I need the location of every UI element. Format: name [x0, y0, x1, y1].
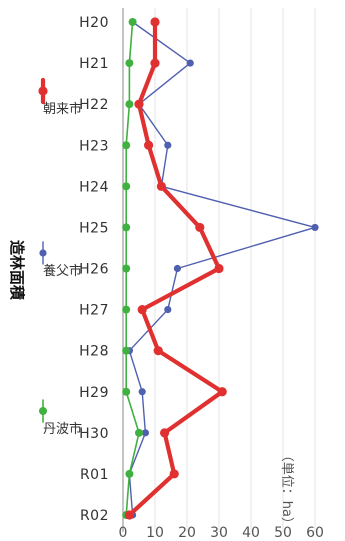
data-point	[150, 58, 160, 68]
x-tick-label: H29	[79, 385, 109, 401]
unit-label: （単位：ha）	[279, 449, 295, 530]
data-point	[141, 429, 149, 437]
data-point	[311, 223, 319, 232]
x-tick-labels: H20 H21 H22 H23 H24 H25 H26 H27 H28 H29 H30 R01 R02	[79, 15, 109, 524]
data-point	[122, 387, 131, 396]
legend-marker	[39, 407, 47, 415]
x-tick-label: H22	[79, 97, 109, 113]
data-point	[173, 264, 181, 273]
series-layer	[122, 17, 319, 520]
data-point	[125, 100, 134, 109]
data-point	[122, 182, 131, 191]
x-tick-label: H25	[79, 220, 109, 236]
y-tick-label: 20	[178, 525, 196, 541]
data-point	[124, 510, 134, 520]
data-point	[153, 346, 163, 356]
data-point	[122, 305, 131, 314]
legend-label: 養父市	[43, 263, 82, 279]
data-point	[135, 428, 143, 437]
x-tick-label: H21	[79, 56, 109, 72]
x-tick-label: H27	[79, 303, 109, 319]
data-point	[186, 59, 194, 67]
data-point	[156, 181, 166, 191]
x-tick-label: H30	[79, 426, 109, 442]
grid-layer	[122, 8, 316, 532]
y-tick-label: 30	[210, 525, 228, 541]
y-tick-label: 40	[242, 525, 260, 541]
y-tick-label: 10	[146, 525, 164, 541]
data-point	[122, 141, 131, 150]
series-0	[124, 17, 227, 520]
series-2	[122, 18, 143, 519]
x-tick-label: H23	[79, 138, 109, 154]
x-tick-label: H20	[79, 15, 109, 31]
data-point	[195, 222, 205, 233]
data-point	[122, 223, 131, 232]
data-point	[125, 59, 134, 68]
data-point	[122, 264, 131, 273]
data-point	[160, 428, 170, 438]
x-tick-label: H24	[79, 179, 109, 195]
x-tick-label: H28	[79, 344, 109, 360]
legend-item-2: 丹波市	[39, 399, 82, 437]
data-point	[214, 263, 224, 274]
x-tick-label: R01	[80, 467, 109, 483]
data-point	[144, 140, 154, 150]
legend-label: 丹波市	[43, 421, 82, 437]
y-tick-labels: 0 10 20 30 40 50 60	[119, 525, 324, 541]
data-point	[150, 17, 160, 27]
data-point	[125, 469, 134, 478]
data-point	[128, 18, 137, 26]
chart-title: 造林面積	[8, 240, 26, 301]
data-point	[217, 387, 227, 397]
legend-marker	[39, 249, 47, 257]
data-point	[134, 99, 144, 109]
data-point	[138, 388, 146, 396]
data-point	[164, 141, 172, 149]
y-tick-label: 60	[306, 525, 324, 541]
legend-item-0: 朝来市	[38, 77, 82, 117]
legend-label: 朝来市	[43, 101, 82, 117]
legend-item-1: 養父市	[39, 241, 82, 279]
data-point	[137, 304, 147, 315]
data-point	[169, 469, 179, 479]
data-point	[122, 346, 131, 355]
y-tick-label: 50	[274, 525, 292, 541]
x-tick-label: R02	[80, 508, 109, 524]
x-tick-label: H26	[79, 262, 109, 278]
data-point	[164, 305, 172, 314]
legend-marker	[38, 86, 48, 96]
y-tick-label: 0	[119, 525, 128, 541]
